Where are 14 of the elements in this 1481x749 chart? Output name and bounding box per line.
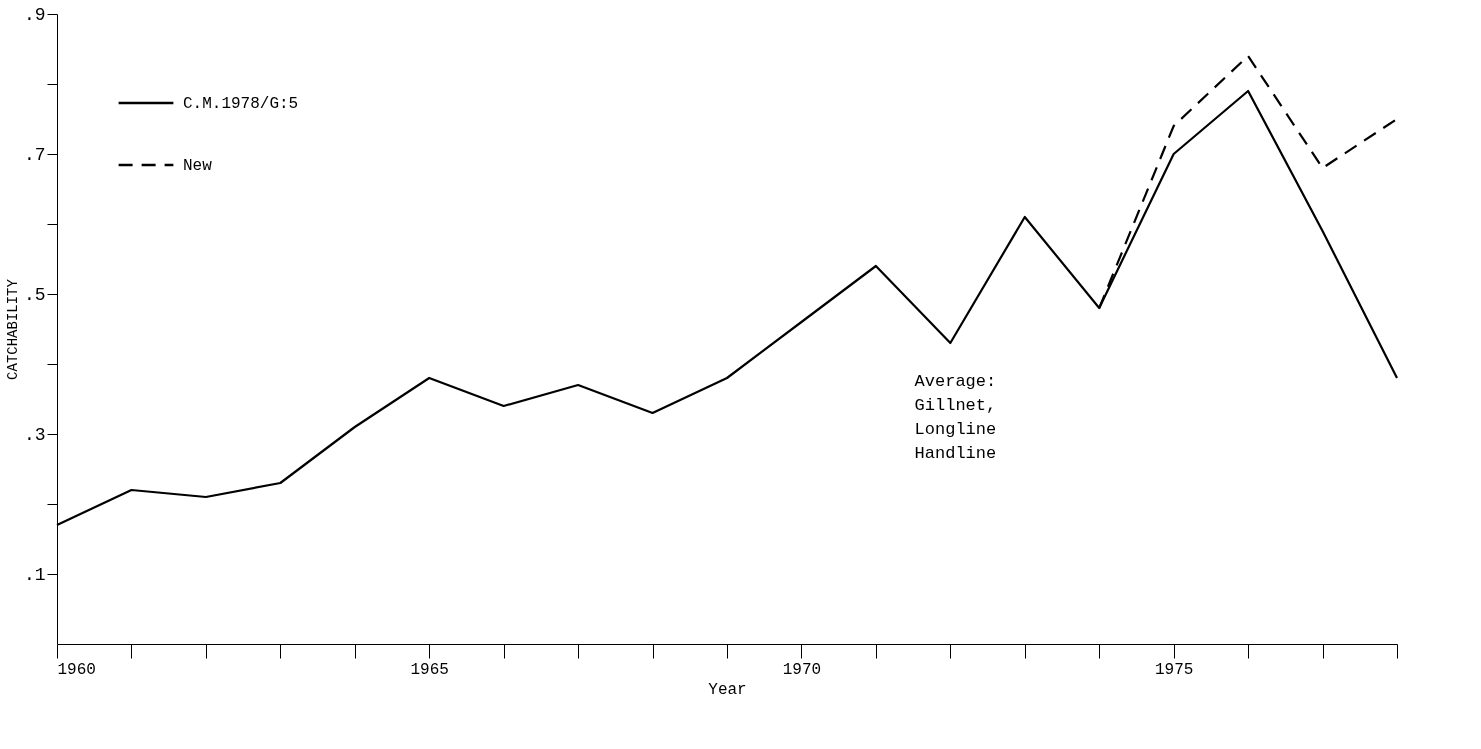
y-tick-label: .7 (23, 144, 46, 165)
x-tick-label: 1960 (57, 660, 96, 679)
x-tick-label: 1970 (782, 660, 822, 679)
y-tick-label: .3 (23, 424, 46, 445)
x-tick-label: 1965 (410, 660, 449, 679)
x-axis-title: Year (708, 680, 747, 699)
x-tick-label: 1975 (1154, 660, 1194, 679)
legend-label: C.M.1978/G:5 (183, 95, 299, 113)
y-tick-label: .5 (23, 284, 46, 305)
y-tick-label: .9 (23, 4, 46, 25)
annotation: Average: Gillnet, Longline Handline (914, 372, 997, 464)
legend-label: New (183, 157, 213, 175)
y-tick-label: .1 (23, 564, 46, 585)
y-axis-title: CATCHABILITY (4, 278, 21, 380)
